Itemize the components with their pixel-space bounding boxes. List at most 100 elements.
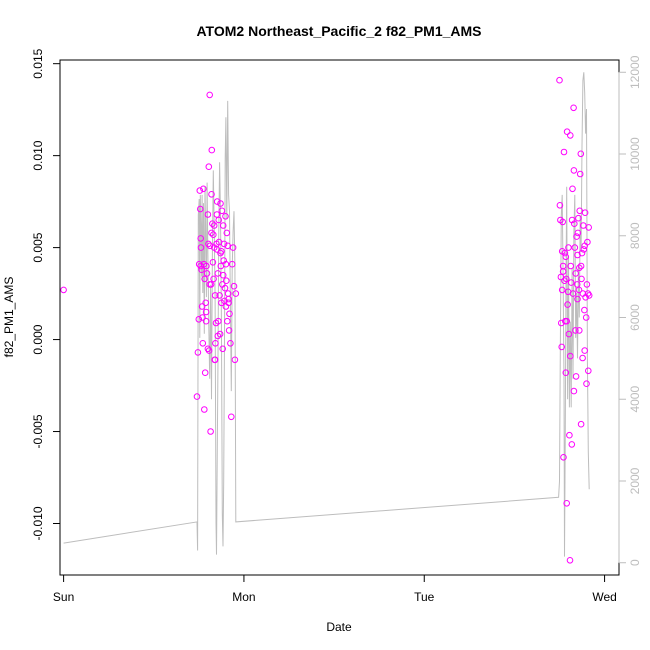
y-tick-label: 0.015 bbox=[31, 48, 45, 78]
data-point-122 bbox=[569, 290, 577, 297]
data-point-9 bbox=[198, 266, 205, 274]
data-point-39 bbox=[212, 340, 219, 347]
data-point-112 bbox=[565, 244, 572, 251]
data-point-115 bbox=[566, 557, 574, 564]
x-tick-label: Mon bbox=[232, 590, 255, 604]
data-point-31 bbox=[208, 146, 216, 154]
data-point-16 bbox=[201, 275, 208, 283]
secondary-series-line bbox=[63, 72, 590, 557]
data-point-89 bbox=[202, 317, 210, 325]
data-point-26 bbox=[206, 91, 213, 99]
data-point-158 bbox=[585, 292, 593, 299]
x-tick-label: Sun bbox=[53, 590, 74, 604]
data-point-63 bbox=[223, 277, 230, 285]
data-point-146 bbox=[580, 246, 588, 253]
x-axis: Sun Mon Tue Wed bbox=[53, 574, 617, 604]
points-layer bbox=[60, 76, 593, 564]
data-point-113 bbox=[565, 330, 573, 338]
x-tick-label: Tue bbox=[414, 590, 435, 604]
data-point-99 bbox=[559, 218, 567, 226]
data-point-168 bbox=[576, 327, 583, 334]
data-point-129 bbox=[572, 373, 580, 380]
data-point-13 bbox=[200, 185, 207, 193]
data-point-159 bbox=[559, 262, 567, 270]
data-point-15 bbox=[201, 406, 208, 413]
data-point-18 bbox=[202, 299, 209, 307]
data-point-32 bbox=[209, 220, 216, 227]
data-point-73 bbox=[228, 260, 236, 268]
data-point-101 bbox=[560, 454, 567, 461]
data-point-11 bbox=[199, 314, 206, 321]
data-point-116 bbox=[567, 132, 574, 139]
data-point-140 bbox=[577, 262, 585, 270]
data-point-46 bbox=[215, 216, 222, 224]
data-point-28 bbox=[207, 428, 214, 435]
data-point-21 bbox=[203, 270, 211, 277]
y-tick-label: 0.005 bbox=[31, 232, 45, 262]
data-point-119 bbox=[568, 441, 576, 448]
data-point-92 bbox=[556, 76, 563, 84]
y2-tick-label: 10000 bbox=[628, 137, 642, 171]
data-point-123 bbox=[570, 104, 577, 112]
data-point-166 bbox=[558, 286, 566, 294]
data-point-27 bbox=[206, 242, 214, 250]
data-point-110 bbox=[564, 301, 571, 308]
data-point-134 bbox=[575, 214, 582, 222]
x-tick-label: Wed bbox=[592, 590, 616, 604]
data-point-141 bbox=[578, 275, 585, 283]
data-point-87 bbox=[225, 299, 232, 307]
data-point-77 bbox=[232, 290, 240, 297]
data-point-155 bbox=[584, 290, 592, 297]
data-point-3 bbox=[195, 316, 203, 323]
data-point-4 bbox=[195, 260, 203, 268]
data-point-72 bbox=[228, 413, 235, 421]
data-point-163 bbox=[574, 295, 581, 303]
y2-tick-label: 6000 bbox=[628, 304, 642, 331]
data-point-157 bbox=[585, 224, 593, 231]
data-point-61 bbox=[222, 213, 229, 220]
data-point-138 bbox=[576, 170, 584, 178]
data-point-118 bbox=[567, 279, 575, 286]
data-point-8 bbox=[197, 244, 205, 251]
data-point-78 bbox=[204, 345, 212, 353]
data-point-70 bbox=[226, 310, 233, 318]
data-point-80 bbox=[208, 229, 215, 237]
data-point-10 bbox=[198, 303, 206, 310]
data-point-133 bbox=[574, 229, 582, 237]
data-point-127 bbox=[572, 327, 579, 334]
data-point-117 bbox=[567, 262, 575, 270]
data-point-45 bbox=[215, 317, 222, 325]
data-point-23 bbox=[205, 240, 212, 248]
data-point-30 bbox=[208, 191, 215, 198]
data-point-56 bbox=[219, 222, 227, 229]
data-point-71 bbox=[227, 340, 234, 347]
data-point-83 bbox=[214, 332, 222, 340]
data-point-33 bbox=[209, 259, 217, 266]
data-point-103 bbox=[561, 277, 568, 285]
data-point-74 bbox=[229, 244, 237, 251]
data-point-151 bbox=[582, 314, 590, 321]
data-point-91 bbox=[218, 299, 225, 307]
data-point-1 bbox=[193, 393, 201, 400]
data-point-160 bbox=[563, 317, 571, 325]
data-point-107 bbox=[563, 275, 570, 283]
data-point-5 bbox=[196, 187, 204, 194]
y-tick-label: 0.010 bbox=[31, 140, 45, 170]
data-point-0 bbox=[60, 286, 67, 294]
y-tick-label: 0.000 bbox=[31, 324, 45, 354]
data-point-65 bbox=[224, 317, 231, 325]
y-tick-label: -0.010 bbox=[31, 506, 45, 540]
y-axis-label: f82_PM1_AMS bbox=[2, 277, 16, 358]
data-point-17 bbox=[201, 369, 209, 377]
data-point-124 bbox=[570, 167, 578, 174]
data-point-82 bbox=[211, 356, 219, 364]
data-point-130 bbox=[573, 233, 580, 240]
data-point-44 bbox=[214, 270, 222, 277]
y2-tick-label: 12000 bbox=[628, 55, 642, 89]
data-point-106 bbox=[562, 369, 570, 377]
data-point-75 bbox=[230, 282, 238, 290]
y2-tick-label: 4000 bbox=[628, 386, 642, 413]
chart-title: ATOM2 Northeast_Pacific_2 f82_PM1_AMS bbox=[196, 23, 481, 39]
data-point-126 bbox=[571, 244, 579, 251]
